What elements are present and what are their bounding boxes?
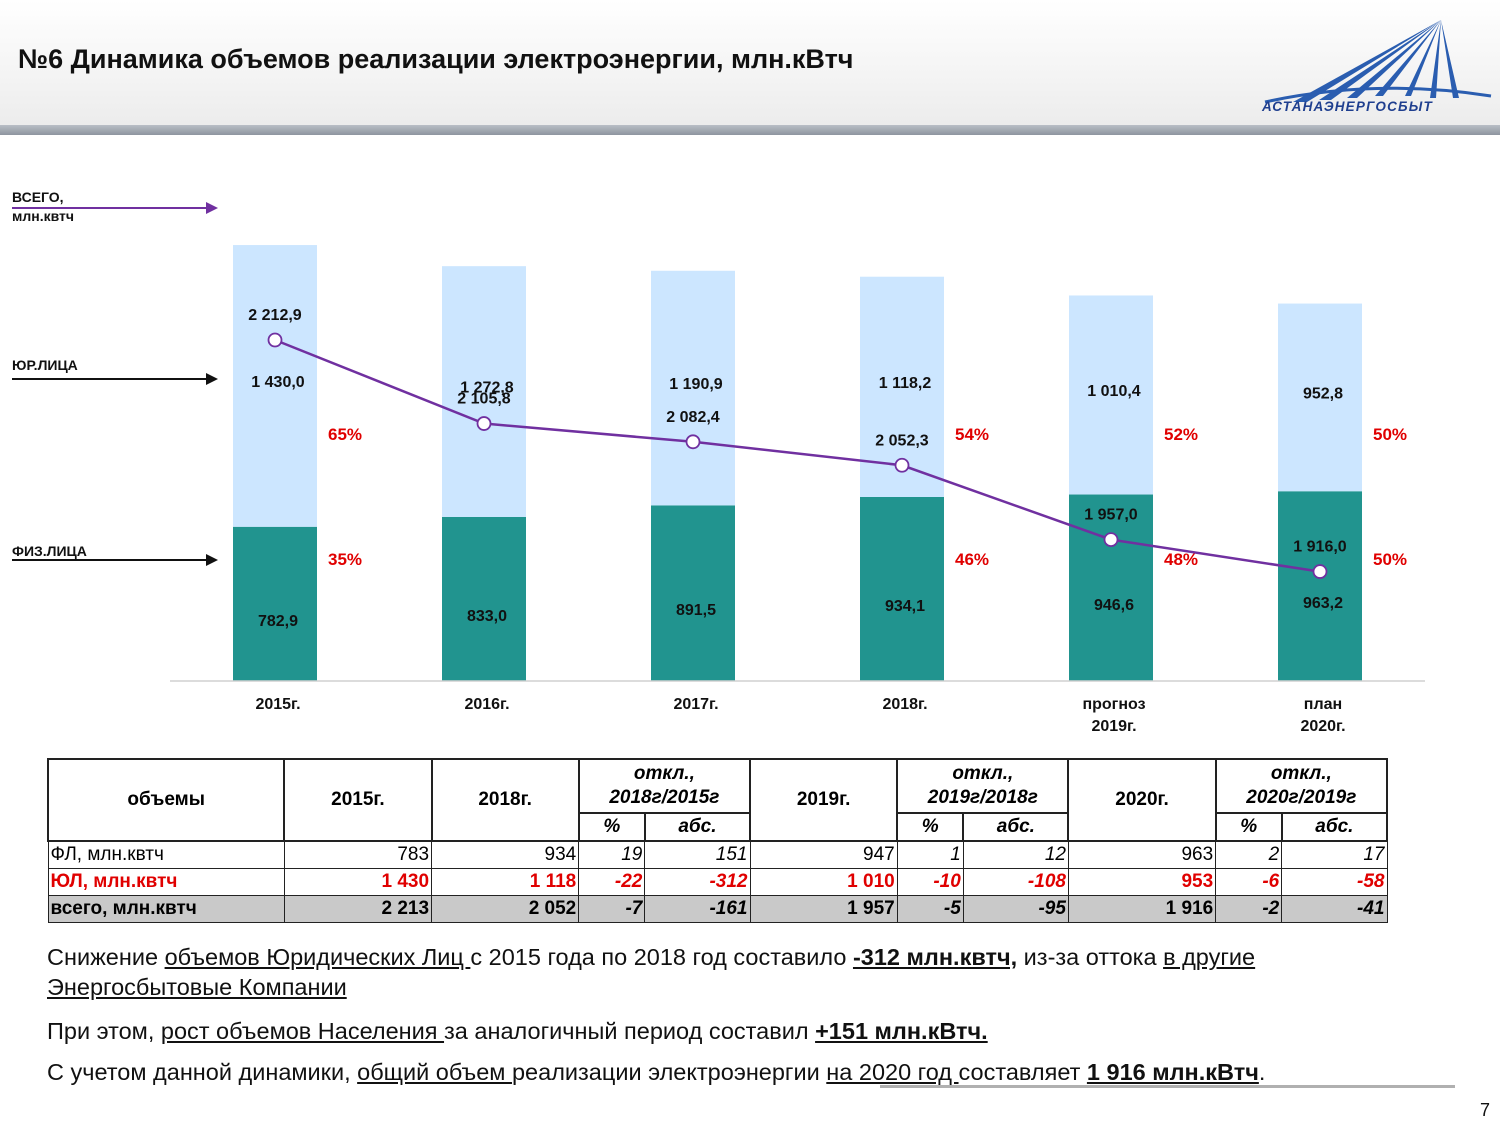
th-2015: 2015г. [283,758,433,842]
total-line-series [267,332,1328,579]
bar-physical-3 [860,496,944,681]
total-point-4 [1103,532,1119,548]
bar-legal-5 [1278,303,1362,492]
pct-legal-0: 65% [328,425,362,444]
th-2018: 2018г. [430,758,580,842]
total-label-1: 2 105,8 [457,391,510,408]
label-legal-0: 1 430,0 [251,374,304,391]
th-dev3-line2: 2020г/2019г [1246,787,1357,808]
bar-physical-2 [651,505,735,681]
pct-physical-3: 46% [955,550,989,569]
total-arrow-head-icon [206,202,218,214]
label-physical-5: 963,2 [1303,595,1343,612]
header [0,0,1500,125]
side-label-total-2: млн.квтч [12,208,74,224]
label-physical-1: 833,0 [467,608,507,625]
total-label-4: 1 957,0 [1084,507,1137,524]
th-2019: 2019г. [748,758,899,842]
bar-physical-1 [442,516,526,681]
label-physical-2: 891,5 [676,602,716,619]
th-pct-3: % [1214,812,1283,842]
footer-divider [880,1085,1455,1088]
label-legal-1: 1 272,8 [460,380,513,397]
th-2020: 2020г. [1067,758,1217,842]
bar-legal-1 [442,266,526,517]
total-point-3 [894,457,910,473]
side-labels: ВСЕГО, млн.квтч ЮР.ЛИЦА ФИЗ.ЛИЦА [12,189,218,566]
pct-legal-4: 52% [1164,425,1198,444]
x-tick-label-0-0: 2015г. [255,696,300,713]
x-tick-label-5-1: 2020г. [1300,718,1345,735]
x-tick-label-5-0: план [1304,696,1342,713]
total-label-3: 2 052,3 [875,432,928,449]
x-tick-label-2-0: 2017г. [673,696,718,713]
bar-physical-0 [233,526,317,681]
logo-text: АСТАНАЭНЕРГОСБЫТ [1262,99,1433,114]
sales-volume-chart: ВСЕГО, млн.квтч ЮР.ЛИЦА ФИЗ.ЛИЦА 782,9 1 … [12,189,1425,735]
label-physical-4: 946,6 [1094,597,1134,614]
th-volume: объемы [46,758,286,842]
pct-physical-4: 48% [1164,550,1198,569]
table-row-total: всего, млн.квтч 2 213 2 052 -7 -161 1 957 -… [47,895,1388,923]
x-tick-label-1-0: 2016г. [464,696,509,713]
label-legal-3: 1 118,2 [879,375,932,392]
table-row-fl: ФЛ, млн.квтч 783 934 19 151 947 1 12 963 2 17 [47,840,1388,869]
total-point-5 [1312,564,1328,579]
label-physical-0: 782,9 [258,613,298,630]
th-dev1-line1: откл., [633,763,695,784]
th-abs-1: абс. [643,812,752,842]
side-label-legal: ЮР.ЛИЦА [12,357,78,373]
th-abs-3: абс. [1280,812,1389,842]
th-dev2-line2: 2019г/2018г [927,787,1038,808]
bar-physical-4 [1069,494,1153,681]
label-physical-3: 934,1 [885,598,925,615]
pct-legal-3: 54% [955,425,989,444]
pct-legal-5: 50% [1373,425,1407,444]
bar-legal-0 [233,245,317,527]
total-label-5: 1 916,0 [1293,539,1346,556]
total-line [274,338,1321,573]
bar-physical-5 [1278,491,1362,681]
th-dev1-line2: 2018г/2015г [609,787,720,808]
total-label-2: 2 082,4 [666,409,719,426]
th-dev3-line1: откл., [1270,763,1332,784]
summary-paragraph-2: При этом, рост объемов Населения за анал… [47,1018,988,1044]
legal-arrow-head-icon [206,373,218,385]
th-abs-2: абс. [962,812,1070,842]
total-point-0 [267,332,283,348]
physical-arrow-head-icon [206,554,218,566]
side-label-physical: ФИЗ.ЛИЦА [12,543,87,559]
company-logo-icon [1264,20,1492,104]
volumes-table: объемы 2015г. 2018г. откл., 2018г/2015г … [46,758,1389,923]
pct-physical-0: 35% [328,550,362,569]
bars [233,245,1362,681]
total-point-2 [685,434,701,450]
total-point-1 [476,416,492,431]
th-dev2-line1: откл., [952,763,1014,784]
page-number: 7 [1480,1100,1491,1120]
table-row-yl: ЮЛ, млн.квтч 1 430 1 118 -22 -312 1 010 -10… [47,868,1388,896]
x-tick-label-4-1: 2019г. [1091,718,1136,735]
pct-physical-5: 50% [1373,550,1407,569]
chart-labels: 782,9 1 430,0 65% 35% 2015г. 833,0 1 272,8 2016… [248,307,1407,735]
label-legal-2: 1 190,9 [669,376,722,393]
th-pct-2: % [896,812,965,842]
th-pct-1: % [577,812,646,842]
label-legal-4: 1 010,4 [1087,383,1140,400]
bar-legal-2 [651,270,735,506]
page-title: №6 Динамика объемов реализации электроэн… [18,44,854,74]
label-legal-5: 952,8 [1303,385,1343,402]
summary-paragraph-1: Снижение объемов Юридических Лиц с 2015 … [47,944,1256,1000]
header-divider [0,125,1500,135]
bar-legal-4 [1069,295,1153,495]
total-label-0: 2 212,9 [248,307,301,324]
side-label-total-1: ВСЕГО, [12,189,64,205]
x-tick-label-4-0: прогноз [1082,696,1145,713]
summary-paragraph-3: С учетом данной динамики, общий объем ре… [47,1059,1266,1085]
x-tick-label-3-0: 2018г. [882,696,927,713]
